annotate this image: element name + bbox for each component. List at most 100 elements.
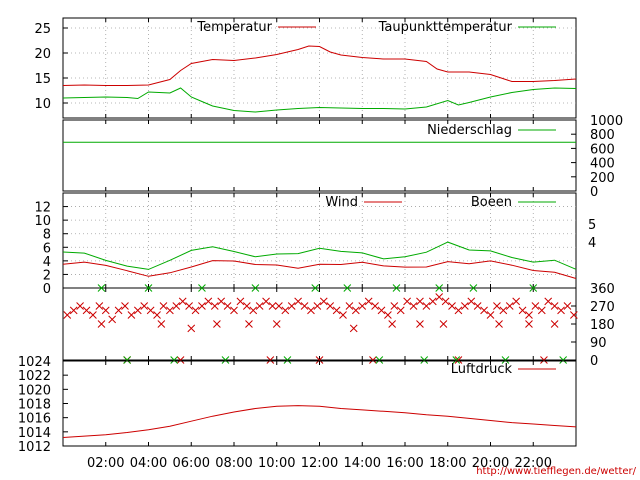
y2-tick-label: 180: [590, 318, 615, 333]
scatter-point: [422, 302, 431, 310]
scatter-point: [153, 311, 161, 319]
y-tick-label: 15: [34, 72, 51, 87]
scatter-point: [266, 356, 275, 364]
scatter-point: [460, 302, 469, 310]
y-tick-label: 2: [43, 268, 51, 283]
scatter-point: [159, 302, 168, 310]
scatter-point: [97, 320, 106, 328]
scatter-point: [170, 356, 179, 364]
scatter-point: [210, 302, 219, 310]
scatter-point: [133, 306, 142, 315]
y-tick-label: 10: [34, 97, 51, 112]
scatter-point: [249, 306, 258, 315]
scatter-point: [172, 302, 181, 310]
y2-tick-label: 360: [590, 282, 615, 297]
panel-wind-direction: [62, 284, 578, 364]
x-tick-label: 10:00: [258, 456, 295, 471]
y2-tick-label: 4: [588, 236, 596, 251]
legend-label: Niederschlag: [427, 123, 512, 138]
series-line-Boeen: [62, 241, 577, 270]
scatter-point: [121, 302, 129, 310]
y-tick-label: 1016: [18, 412, 51, 427]
y-tick-label: 1014: [18, 426, 51, 441]
y-tick-label: 1012: [18, 440, 51, 455]
series-line-Wind: [62, 260, 577, 279]
scatter-point: [191, 306, 200, 315]
scatter-point: [268, 302, 277, 310]
scatter-point: [518, 306, 527, 315]
legend-label: Luftdruck: [451, 362, 513, 377]
scatter-point: [345, 302, 354, 310]
scatter-point: [469, 284, 478, 292]
scatter-point: [294, 297, 302, 306]
scatter-point: [364, 297, 373, 306]
legend-label: Temperatur: [196, 20, 272, 35]
scatter-point: [198, 302, 206, 310]
scatter-point: [176, 356, 185, 364]
scatter-point: [275, 302, 283, 310]
panel-pressure: [62, 360, 577, 447]
scatter-point: [529, 284, 538, 292]
x-tick-label: 22:00: [515, 456, 552, 471]
scatter-point: [82, 306, 91, 315]
scatter-point: [166, 306, 174, 315]
scatter-point: [384, 311, 392, 319]
scatter-point: [262, 297, 270, 306]
scatter-point: [416, 297, 424, 306]
x-tick-label: 14:00: [344, 456, 381, 471]
scatter-point: [358, 302, 367, 310]
y2-tick-label: 0: [590, 185, 598, 200]
y-tick-label: 8: [43, 228, 51, 243]
scatter-point: [396, 306, 405, 315]
scatter-point: [525, 320, 533, 328]
scatter-point: [448, 302, 456, 310]
y-tick-label: 1018: [18, 398, 51, 413]
scatter-point: [416, 320, 424, 328]
scatter-point: [435, 293, 444, 301]
scatter-point: [557, 306, 565, 315]
y-tick-label: 0: [43, 282, 51, 297]
scatter-point: [157, 320, 166, 328]
scatter-point: [390, 302, 399, 310]
scatter-point: [230, 306, 238, 315]
scatter-point: [319, 297, 328, 306]
scatter-point: [550, 302, 559, 310]
scatter-point: [127, 311, 136, 319]
scatter-point: [300, 302, 309, 310]
y2-tick-label: 0: [590, 354, 598, 369]
scatter-point: [245, 320, 253, 328]
scatter-point: [388, 320, 397, 328]
scatter-point: [101, 306, 110, 315]
scatter-point: [349, 324, 358, 333]
scatter-point: [236, 297, 245, 306]
scatter-point: [63, 311, 72, 319]
scatter-point: [486, 311, 495, 319]
scatter-point: [452, 356, 461, 364]
scatter-point: [473, 302, 482, 310]
legend-label: Boeen: [471, 195, 512, 210]
y-tick-label: 1024: [18, 355, 51, 370]
scatter-point: [242, 302, 251, 310]
series-line-Luftdruck: [62, 405, 577, 438]
scatter-point: [311, 284, 320, 292]
y2-tick-label: 90: [590, 336, 607, 351]
scatter-point: [307, 306, 315, 315]
scatter-point: [371, 302, 379, 310]
scatter-point: [89, 311, 97, 319]
source-url: http://www.tiefflegen.de/wetter/: [476, 466, 636, 477]
scatter-point: [501, 356, 510, 364]
x-tick-label: 20:00: [472, 456, 509, 471]
scatter-point: [537, 306, 546, 315]
x-tick-label: 18:00: [429, 456, 466, 471]
scatter-point: [544, 297, 553, 306]
panel-temperature: [62, 17, 577, 119]
series-line-Temperatur: [62, 45, 577, 86]
scatter-point: [281, 306, 290, 315]
y-tick-label: 25: [34, 22, 51, 37]
scatter-point: [146, 306, 155, 315]
x-tick-label: 16:00: [386, 456, 423, 471]
scatter-point: [499, 306, 508, 315]
scatter-point: [76, 302, 84, 310]
scatter-point: [223, 302, 232, 310]
